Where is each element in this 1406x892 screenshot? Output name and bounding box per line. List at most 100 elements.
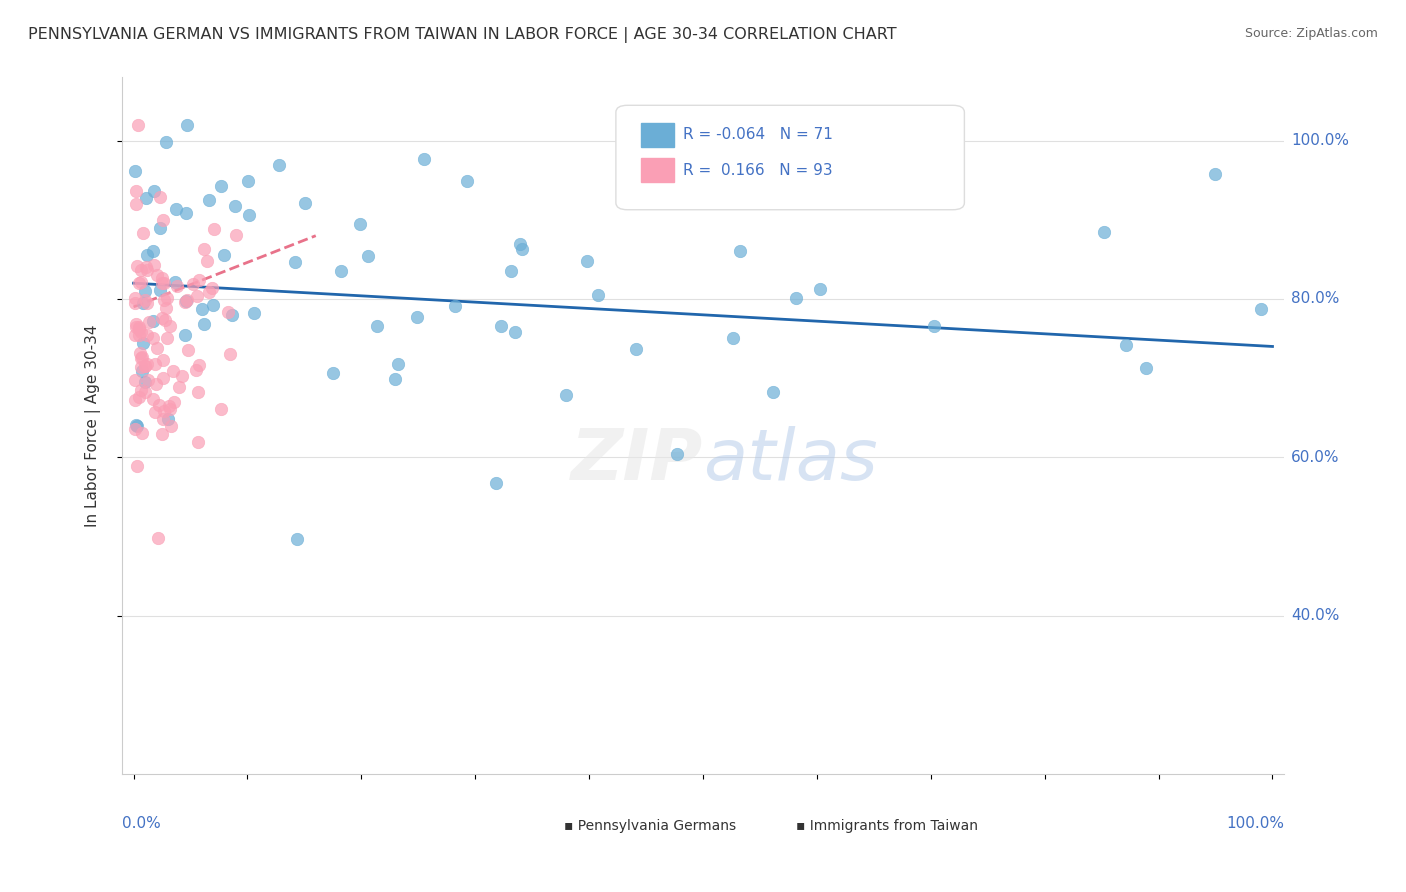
Point	[136, 295, 159, 310]
Text: 60.0%: 60.0%	[1291, 450, 1340, 465]
Point	[626, 342, 648, 356]
Point	[134, 375, 156, 389]
Point	[159, 418, 181, 433]
Point	[785, 291, 807, 305]
Point	[150, 276, 173, 290]
Point	[456, 173, 478, 187]
Point	[148, 398, 170, 412]
Point	[157, 400, 180, 414]
Point	[181, 277, 204, 291]
Point	[138, 315, 160, 329]
Point	[152, 412, 174, 426]
Point	[149, 221, 172, 235]
Point	[131, 425, 153, 440]
Point	[136, 373, 159, 387]
Point	[124, 295, 146, 310]
Point	[125, 458, 148, 473]
Point	[125, 419, 148, 434]
Point	[225, 227, 247, 242]
Point	[152, 213, 174, 227]
Point	[357, 249, 380, 263]
Point	[155, 301, 177, 316]
Point	[285, 532, 308, 546]
Point	[134, 293, 156, 307]
Point	[1092, 225, 1115, 239]
Point	[191, 301, 214, 316]
Point	[128, 346, 150, 360]
Point	[124, 422, 146, 436]
Point	[155, 135, 177, 149]
Point	[150, 270, 173, 285]
Point	[129, 351, 152, 365]
Point	[159, 318, 181, 333]
Point	[124, 327, 146, 342]
Point	[212, 248, 235, 262]
Point	[174, 205, 197, 219]
Point	[146, 531, 169, 545]
Point	[143, 184, 166, 198]
Point	[153, 277, 176, 291]
Point	[170, 369, 193, 384]
Point	[125, 185, 148, 199]
Point	[129, 263, 152, 277]
Point	[127, 118, 149, 132]
Point	[166, 278, 188, 293]
Point	[132, 335, 155, 350]
Point	[1135, 361, 1157, 376]
Point	[721, 330, 744, 344]
Point	[197, 193, 219, 207]
Point	[142, 314, 165, 328]
Text: ZIP: ZIP	[571, 425, 703, 495]
Text: ▪ Immigrants from Taiwan: ▪ Immigrants from Taiwan	[796, 819, 979, 833]
Point	[131, 325, 153, 339]
Point	[224, 199, 246, 213]
Point	[125, 196, 148, 211]
Point	[135, 191, 157, 205]
Point	[167, 380, 190, 394]
Text: 40.0%: 40.0%	[1291, 608, 1339, 623]
Point	[202, 221, 225, 235]
Point	[162, 364, 184, 378]
Point	[413, 153, 436, 167]
Point	[485, 476, 508, 491]
Point	[142, 392, 165, 406]
FancyBboxPatch shape	[534, 815, 555, 833]
Text: R = -0.064   N = 71: R = -0.064 N = 71	[683, 127, 834, 142]
Point	[135, 263, 157, 277]
Point	[209, 179, 232, 194]
Point	[188, 273, 211, 287]
FancyBboxPatch shape	[766, 815, 787, 833]
Point	[129, 275, 152, 289]
Point	[145, 376, 167, 391]
Point	[156, 331, 179, 345]
Point	[576, 254, 599, 268]
Point	[366, 319, 388, 334]
Point	[184, 362, 207, 376]
Point	[762, 384, 785, 399]
Point	[149, 190, 172, 204]
Point	[808, 282, 831, 296]
Point	[131, 360, 153, 375]
Text: Source: ZipAtlas.com: Source: ZipAtlas.com	[1244, 27, 1378, 40]
Text: ▪ Pennsylvania Germans: ▪ Pennsylvania Germans	[564, 819, 735, 833]
Point	[163, 395, 186, 409]
Point	[242, 306, 264, 320]
Point	[209, 402, 232, 417]
Point	[128, 320, 150, 334]
Point	[131, 364, 153, 378]
Point	[145, 405, 167, 419]
Point	[173, 328, 195, 343]
Point	[174, 294, 197, 309]
Point	[728, 244, 751, 259]
Point	[134, 384, 156, 399]
Point	[405, 310, 427, 325]
Point	[145, 341, 167, 355]
Text: 100.0%: 100.0%	[1291, 133, 1348, 148]
Point	[152, 352, 174, 367]
Point	[142, 258, 165, 272]
Text: atlas: atlas	[703, 425, 877, 495]
Point	[173, 295, 195, 310]
Point	[176, 118, 198, 132]
Point	[163, 275, 186, 289]
Point	[1250, 301, 1272, 316]
